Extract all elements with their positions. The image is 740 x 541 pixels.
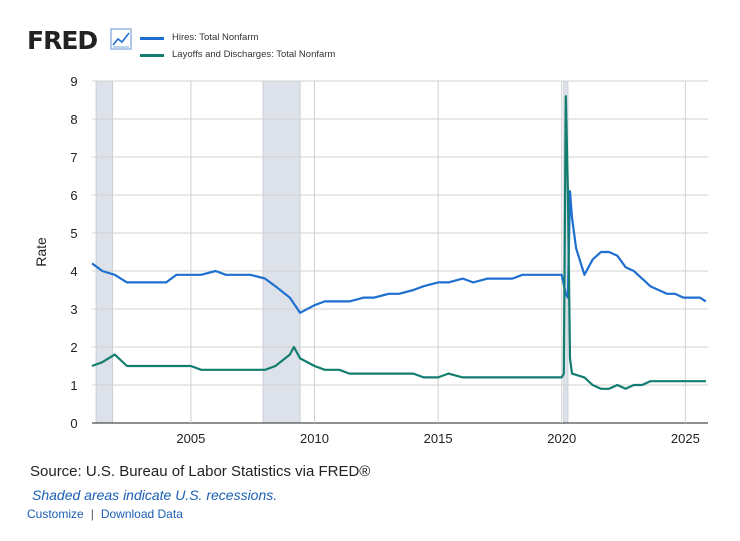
source-note: Source: U.S. Bureau of Labor Statistics … (30, 463, 371, 480)
y-tick-label: 2 (70, 340, 77, 355)
legend-label-hires: Hires: Total Nonfarm (172, 32, 259, 43)
link-separator: | (90, 507, 94, 521)
recession-shading (95, 81, 569, 423)
x-tick-label: 2005 (176, 431, 205, 446)
y-tick-label: 3 (70, 302, 77, 317)
series-line-1 (91, 95, 706, 390)
x-tick-label: 2020 (547, 431, 576, 446)
y-tick-label: 6 (70, 188, 77, 203)
legend-swatch-hires (140, 37, 164, 40)
recession-band-1 (262, 81, 301, 423)
y-axis-label: Rate (33, 237, 49, 267)
download-data-link[interactable]: Download Data (100, 507, 183, 521)
recession-note: Shaded areas indicate U.S. recessions. (32, 487, 278, 503)
x-tick-label: 2010 (300, 431, 329, 446)
y-tick-label: 1 (70, 378, 77, 393)
recession-band-2 (563, 81, 568, 423)
chart-gridlines (92, 80, 708, 424)
legend-swatch-layoffs (140, 54, 164, 57)
x-axis-ticks: 2005 2010 2015 2020 2025 (176, 431, 699, 446)
y-tick-label: 0 (70, 416, 77, 431)
y-tick-label: 8 (70, 112, 77, 127)
y-tick-label: 4 (70, 264, 77, 279)
y-tick-label: 5 (70, 226, 77, 241)
y-axis-ticks: 0 1 2 3 4 5 6 7 8 9 (70, 74, 77, 431)
x-tick-label: 2015 (424, 431, 453, 446)
line-chart: 0 1 2 3 4 5 6 7 8 9 2005 2010 2015 2020 2025 Rate (33, 74, 708, 446)
recession-band-0 (96, 81, 113, 423)
y-tick-label: 9 (70, 74, 77, 89)
series-line-0 (91, 190, 707, 314)
chart-series (91, 95, 707, 390)
customize-link[interactable]: Customize (27, 507, 84, 521)
chart-line-icon (110, 28, 132, 50)
legend-label-layoffs: Layoffs and Discharges: Total Nonfarm (172, 49, 336, 60)
footer-links: Customize | Download Data (27, 507, 183, 521)
fred-logo: FRED (27, 26, 98, 55)
y-tick-label: 7 (70, 150, 77, 165)
x-tick-label: 2025 (671, 431, 700, 446)
